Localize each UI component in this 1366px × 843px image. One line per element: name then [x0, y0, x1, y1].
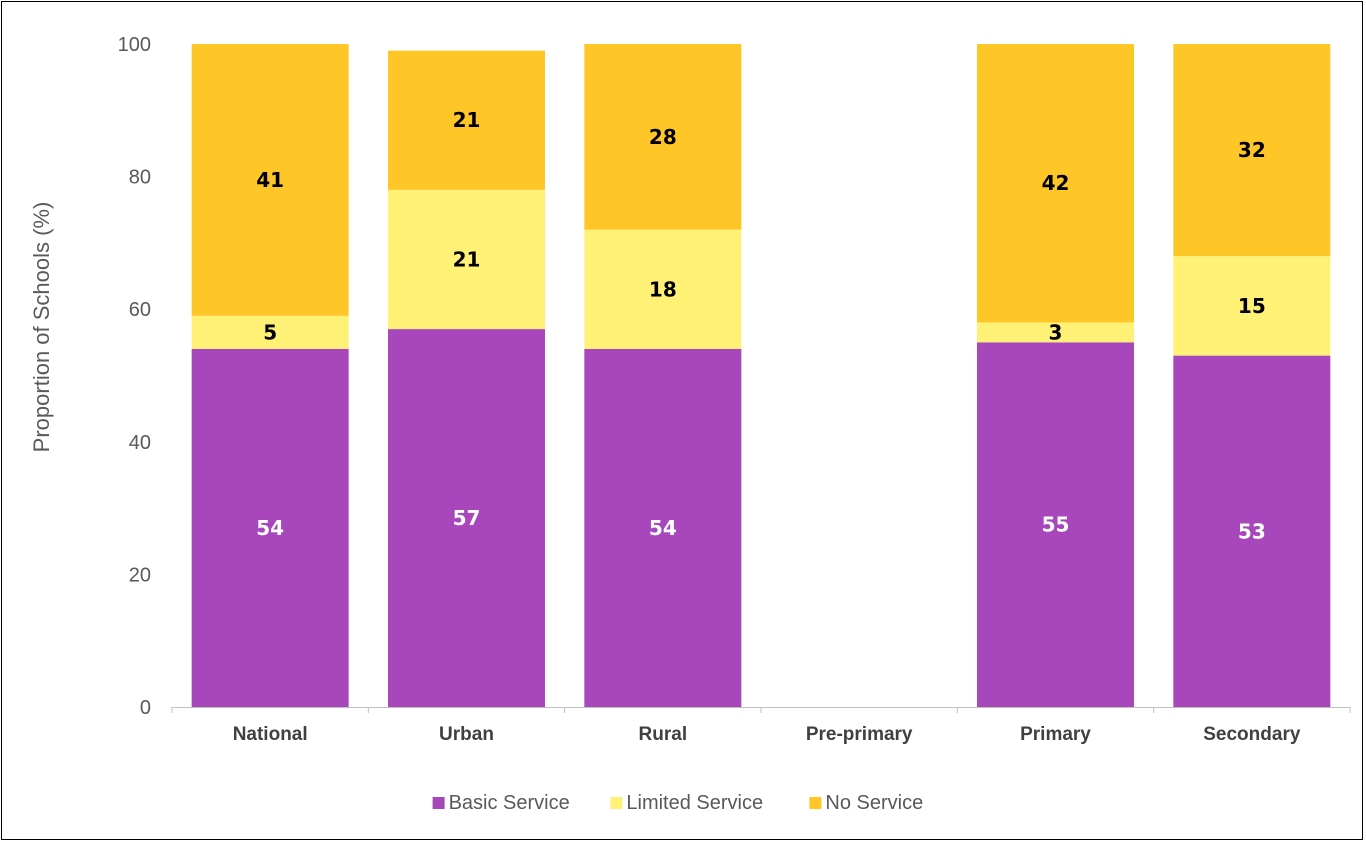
legend-swatch-limited-service — [610, 797, 623, 809]
data-label-national-limited-service: 5 — [263, 320, 277, 344]
y-tick-label: 60 — [129, 299, 151, 321]
x-tick-label-pre-primary: Pre-primary — [806, 724, 913, 745]
bar-national-limited-service — [191, 315, 349, 349]
x-tick-label-national: National — [233, 724, 308, 745]
bar-primary-limited-service — [977, 322, 1134, 343]
data-label-rural-no-service: 28 — [649, 125, 677, 149]
bar-national-basic-service — [191, 348, 349, 707]
bar-urban-basic-service — [388, 329, 545, 707]
data-label-rural-limited-service: 18 — [649, 277, 677, 301]
bar-primary-basic-service — [977, 342, 1134, 707]
data-label-national-basic-service: 54 — [256, 516, 284, 540]
y-axis-label: Proportion of Schools (%) — [29, 202, 54, 453]
bar-urban-no-service — [388, 50, 545, 190]
data-label-urban-limited-service: 21 — [453, 247, 481, 271]
data-label-secondary-limited-service: 15 — [1238, 294, 1266, 318]
data-label-urban-basic-service: 57 — [453, 506, 481, 530]
bar-rural-limited-service — [584, 229, 742, 349]
legend-label-basic-service: Basic Service — [449, 792, 570, 814]
data-labels-group: 54 5 41 57 21 21 54 18 28 55 3 42 53 15 32 — [256, 108, 1266, 543]
y-tick-label: 100 — [118, 34, 151, 56]
bar-secondary-no-service — [1173, 44, 1331, 257]
bar-rural-basic-service — [584, 348, 742, 707]
bar-secondary-basic-service — [1173, 355, 1331, 707]
legend-label-limited-service: Limited Service — [626, 792, 763, 814]
y-tick-label: 80 — [129, 167, 151, 189]
data-label-rural-basic-service: 54 — [649, 516, 677, 540]
x-tick-label-secondary: Secondary — [1203, 724, 1301, 745]
data-label-primary-limited-service: 3 — [1049, 320, 1063, 344]
bar-secondary-limited-service — [1173, 256, 1331, 356]
data-label-national-no-service: 41 — [256, 168, 284, 192]
legend: Basic Service Limited Service No Service — [432, 792, 923, 814]
x-tick-label-rural: Rural — [639, 724, 688, 745]
data-label-secondary-no-service: 32 — [1238, 138, 1266, 162]
data-label-urban-no-service: 21 — [453, 108, 481, 132]
legend-swatch-no-service — [809, 797, 822, 809]
x-tick-label-urban: Urban — [439, 724, 494, 745]
bar-rural-no-service — [584, 44, 742, 230]
data-label-secondary-basic-service: 53 — [1238, 519, 1266, 543]
bar-urban-limited-service — [388, 189, 545, 330]
bar-primary-no-service — [977, 44, 1134, 323]
legend-label-no-service: No Service — [825, 792, 923, 814]
y-tick-label: 0 — [140, 697, 151, 719]
y-tick-label: 40 — [129, 432, 151, 454]
x-tick-label-primary: Primary — [1020, 724, 1091, 745]
y-tick-label: 20 — [129, 564, 151, 586]
legend-swatch-basic-service — [432, 797, 445, 809]
x-axis: National Urban Rural Pre-primary Primary Seco… — [171, 707, 1351, 745]
bars-group — [191, 44, 1331, 707]
data-label-primary-no-service: 42 — [1042, 171, 1070, 195]
bar-national-no-service — [191, 44, 349, 316]
data-label-primary-basic-service: 55 — [1042, 513, 1070, 537]
